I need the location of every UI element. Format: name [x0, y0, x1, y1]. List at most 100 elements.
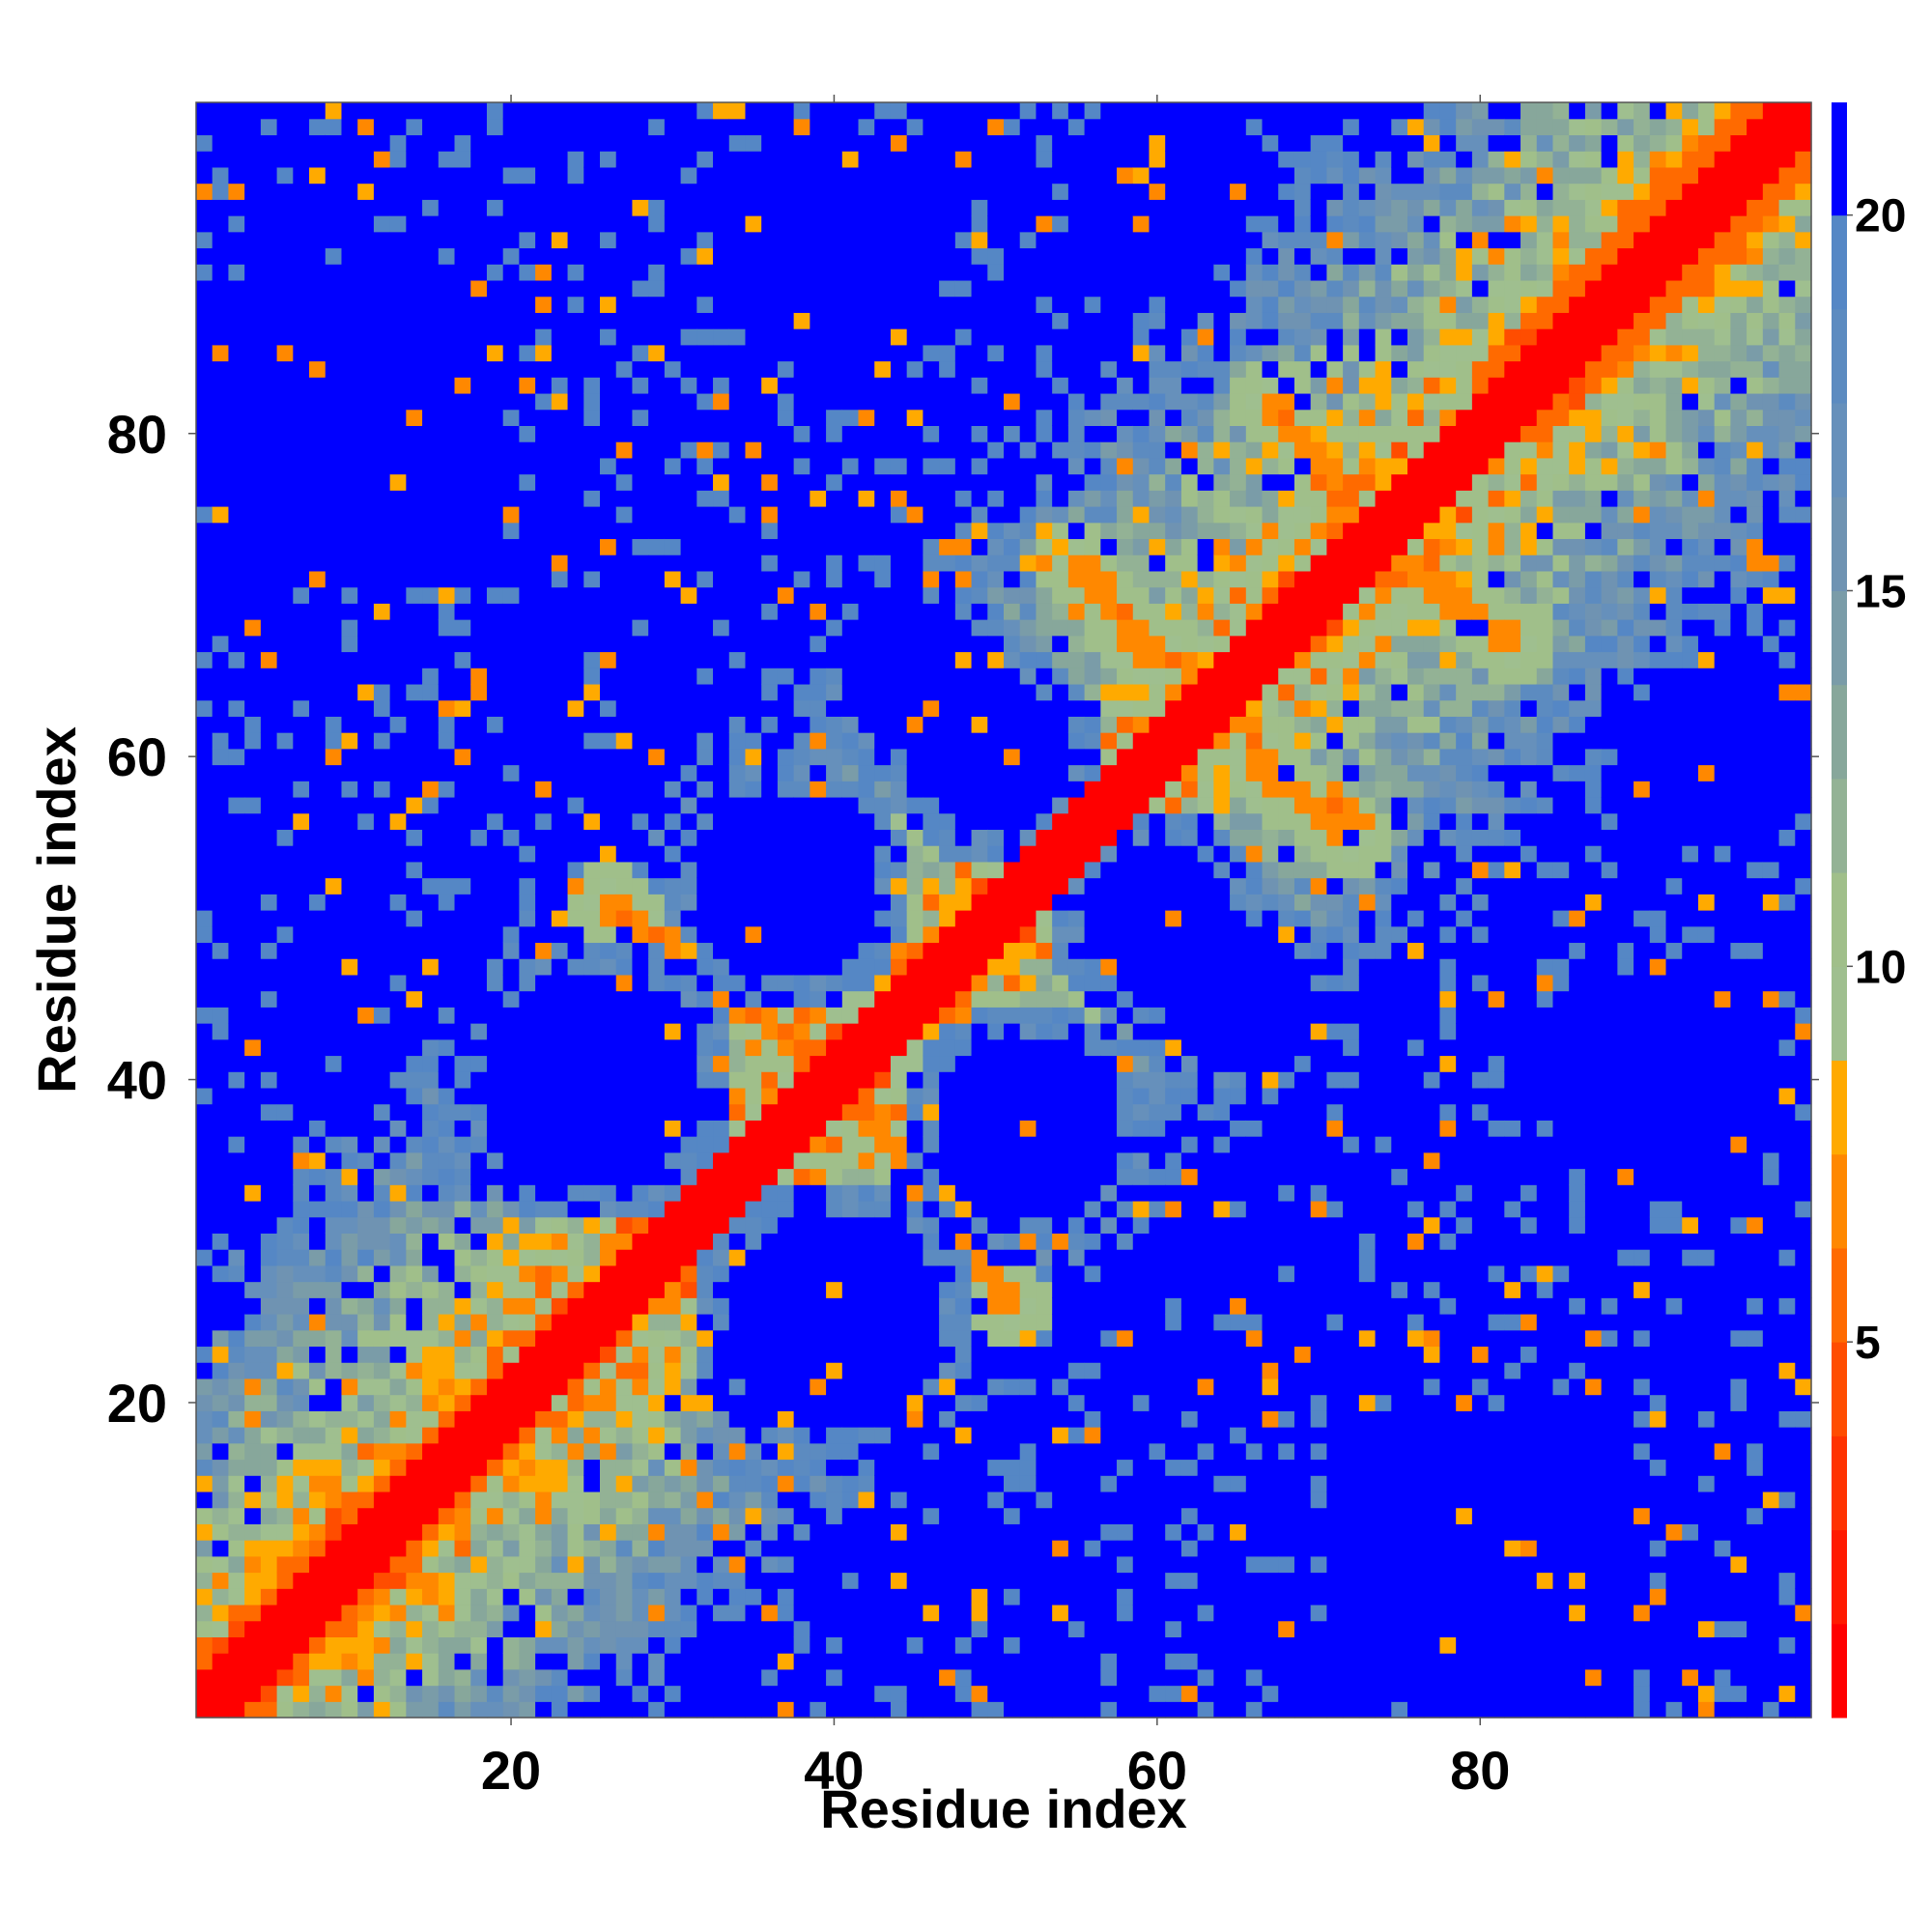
heatmap-cell: [422, 1168, 440, 1185]
heatmap-cell: [890, 651, 908, 668]
heatmap-cell: [793, 1572, 810, 1589]
heatmap-cell: [228, 1087, 245, 1105]
heatmap-cell: [486, 522, 504, 540]
heatmap-cell: [826, 296, 843, 313]
heatmap-cell: [325, 1523, 343, 1541]
heatmap-cell: [664, 296, 682, 313]
heatmap-cell: [664, 635, 682, 653]
heatmap-cell: [276, 1200, 294, 1218]
heatmap-cell: [454, 635, 471, 653]
heatmap-cell: [260, 1410, 278, 1428]
heatmap-cell: [858, 925, 875, 944]
heatmap-cell: [954, 990, 973, 1008]
heatmap-cell: [777, 1087, 795, 1105]
heatmap-cell: [486, 490, 504, 507]
heatmap-cell: [810, 522, 827, 540]
heatmap-cell: [486, 1346, 504, 1363]
heatmap-cell: [923, 1491, 940, 1509]
heatmap-cell: [422, 1636, 440, 1654]
heatmap-cell: [906, 1459, 923, 1476]
heatmap-cell: [196, 1314, 213, 1331]
heatmap-cell: [841, 1394, 860, 1411]
heatmap-cell: [293, 392, 310, 411]
heatmap-cell: [470, 328, 488, 346]
heatmap-cell: [486, 199, 504, 216]
heatmap-cell: [600, 457, 617, 475]
heatmap-cell: [745, 796, 762, 814]
heatmap-cell: [228, 635, 245, 653]
heatmap-cell: [551, 1378, 569, 1396]
heatmap-cell: [841, 1427, 860, 1444]
heatmap-cell: [260, 1588, 278, 1605]
heatmap-cell: [293, 1620, 310, 1637]
heatmap-cell: [244, 1120, 262, 1137]
heatmap-cell: [196, 1216, 213, 1234]
heatmap-cell: [680, 360, 697, 378]
heatmap-cell: [874, 1264, 892, 1283]
heatmap-cell: [325, 1685, 343, 1702]
heatmap-cell: [745, 279, 762, 298]
heatmap-cell: [438, 264, 456, 281]
heatmap-cell: [470, 1216, 488, 1234]
heatmap-cell: [615, 296, 634, 313]
heatmap-cell: [486, 732, 504, 750]
heatmap-cell: [987, 1378, 1005, 1396]
heatmap-cell: [680, 1636, 697, 1654]
heatmap-cell: [293, 215, 310, 233]
heatmap-cell: [535, 1087, 553, 1105]
heatmap-cell: [454, 958, 471, 976]
heatmap-cell: [874, 1281, 892, 1298]
heatmap-cell: [309, 441, 327, 459]
heatmap-cell: [357, 344, 375, 362]
heatmap-cell: [567, 974, 584, 992]
heatmap-cell: [325, 1329, 343, 1348]
heatmap-cell: [664, 877, 682, 895]
heatmap-cell: [615, 264, 634, 281]
heatmap-cell: [810, 279, 827, 298]
heatmap-cell: [713, 1103, 730, 1121]
heatmap-cell: [874, 1362, 892, 1379]
heatmap-cell: [648, 1151, 666, 1170]
heatmap-cell: [567, 166, 584, 185]
heatmap-cell: [890, 1087, 908, 1105]
heatmap-cell: [389, 166, 407, 185]
heatmap-cell: [341, 457, 358, 475]
heatmap-cell: [519, 1103, 536, 1121]
heatmap-cell: [841, 925, 860, 944]
heatmap-cell: [341, 1233, 358, 1250]
heatmap-cell: [713, 861, 730, 879]
heatmap-cell: [276, 586, 294, 604]
heatmap-cell: [841, 425, 860, 442]
heatmap-cell: [502, 716, 520, 733]
heatmap-cell: [454, 829, 471, 846]
heatmap-cell: [696, 1103, 714, 1121]
heatmap-cell: [954, 1168, 973, 1185]
heatmap-cell: [777, 473, 795, 491]
heatmap-cell: [422, 748, 440, 766]
heatmap-cell: [777, 668, 795, 685]
heatmap-cell: [874, 1055, 892, 1072]
heatmap-cell: [600, 554, 617, 572]
heatmap-cell: [987, 166, 1005, 185]
heatmap-cell: [971, 925, 988, 944]
heatmap-cell: [486, 1264, 504, 1283]
heatmap-cell: [664, 377, 682, 394]
heatmap-cell: [858, 958, 875, 976]
heatmap-cell: [341, 668, 358, 685]
heatmap-cell: [196, 732, 213, 750]
heatmap-cell: [923, 910, 940, 927]
heatmap-cell: [519, 1362, 536, 1379]
heatmap-cell: [954, 1007, 973, 1024]
heatmap-cell: [196, 1249, 213, 1266]
heatmap-cell: [212, 1184, 230, 1202]
heatmap-cell: [244, 990, 262, 1008]
heatmap-cell: [648, 910, 666, 927]
heatmap-cell: [664, 586, 682, 604]
heatmap-cell: [228, 1653, 245, 1670]
heatmap-cell: [406, 829, 423, 846]
heatmap-cell: [890, 861, 908, 879]
heatmap-cell: [826, 861, 843, 879]
heatmap-cell: [971, 586, 988, 604]
heatmap-cell: [954, 732, 973, 750]
heatmap-cell: [615, 1491, 634, 1509]
